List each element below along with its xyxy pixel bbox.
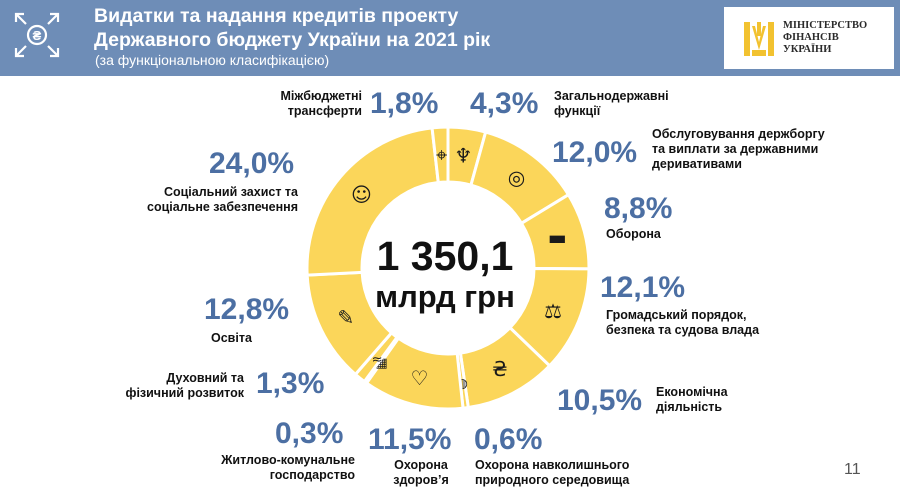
ministry-line-3: УКРАЇНИ	[783, 44, 832, 55]
ministry-line-1: МІНІСТЕРСТВО	[783, 20, 868, 31]
ministry-name: МІНІСТЕРСТВО ФІНАНСІВ УКРАЇНИ	[783, 20, 867, 56]
book-pen-icon: ✎	[338, 306, 355, 330]
value-label-social: 24,0%	[209, 147, 295, 180]
scales-icon: ⚖	[544, 299, 562, 323]
category-label-defence: Оборона	[606, 227, 661, 241]
page-title: Видатки та надання кредитів проекту Держ…	[94, 4, 490, 52]
donut-slice	[430, 125, 450, 185]
category-label-transfers: Міжбюджетні трансферти	[280, 89, 362, 118]
header-bar: ₴ Видатки та надання кредитів проекту Де…	[0, 0, 900, 76]
trident-icon: ♆	[454, 144, 472, 168]
category-label-culture-sport: Духовний та фізичний розвиток	[125, 371, 245, 400]
page-number: 11	[844, 461, 861, 478]
total-value: 1 350,1	[376, 233, 514, 279]
location-pin-icon: ⌖	[436, 143, 447, 167]
title-line-1: Видатки та надання кредитів проекту	[94, 5, 459, 27]
family-icon: ☺	[351, 183, 372, 207]
hand-coin-icon: ₴	[492, 357, 507, 381]
value-label-transfers: 1,8%	[370, 87, 439, 120]
swimmer-icon: ≈	[372, 353, 383, 368]
page-subtitle: (за функціональною класифікацією)	[95, 52, 330, 68]
value-label-environment: 0,6%	[474, 423, 543, 456]
title-line-2: Державного бюджету України на 2021 рік	[94, 29, 491, 51]
coins-icon: ◎	[508, 165, 525, 189]
trident-emblem-icon	[744, 22, 774, 56]
hand-heart-icon: ♡	[410, 366, 428, 390]
category-label-environment: Охорона навколишнього природного середов…	[475, 458, 630, 487]
category-label-social: Соціальний захист та соціальне забезпече…	[147, 185, 298, 214]
tank-icon: ▬	[548, 226, 567, 250]
category-label-debt: Обслуговування держборгу та виплати за д…	[652, 127, 825, 171]
value-label-education: 12,8%	[204, 293, 290, 326]
value-label-public-order: 12,1%	[600, 271, 686, 304]
category-label-health: Охорона здоров’я	[393, 458, 449, 487]
ministry-line-2: ФІНАНСІВ	[783, 32, 839, 43]
donut-slice	[305, 126, 440, 277]
svg-text:₴: ₴	[33, 28, 42, 43]
value-label-general: 4,3%	[470, 87, 539, 120]
value-label-health: 11,5%	[368, 423, 452, 456]
value-label-economy: 10,5%	[557, 384, 643, 417]
value-label-debt: 12,0%	[552, 136, 638, 169]
category-label-public-order: Громадський порядок, безпека та судова в…	[606, 308, 760, 337]
total-unit: млрд грн	[375, 279, 515, 314]
ministry-logo: МІНІСТЕРСТВО ФІНАНСІВ УКРАЇНИ	[724, 7, 894, 69]
category-label-housing: Житлово-комунальне господарство	[221, 453, 355, 482]
category-label-education: Освіта	[211, 331, 252, 345]
value-label-defence: 8,8%	[604, 192, 673, 225]
value-label-housing: 0,3%	[275, 417, 344, 450]
hand-globe-icon: ◍	[457, 377, 468, 392]
category-label-economy: Економічна діяльність	[656, 385, 728, 414]
hryvnia-exchange-icon: ₴	[14, 12, 60, 58]
category-label-general: Загальнодержавні функції	[554, 89, 669, 118]
value-label-culture-sport: 1,3%	[256, 367, 325, 400]
